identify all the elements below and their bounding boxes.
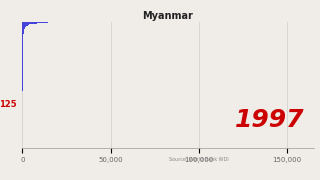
Bar: [22, 46, 23, 47]
Text: 125: 125: [0, 100, 17, 109]
Bar: [22, 29, 24, 30]
Bar: [22, 41, 23, 42]
Bar: [22, 42, 23, 43]
Bar: [22, 24, 29, 25]
Bar: [22, 43, 23, 44]
Bar: [22, 47, 23, 48]
Bar: [22, 38, 23, 39]
Text: Source: World Bank WDI: Source: World Bank WDI: [169, 157, 229, 162]
Bar: [22, 39, 23, 40]
Bar: [22, 34, 23, 35]
Bar: [22, 31, 24, 32]
Bar: [22, 26, 26, 27]
Bar: [22, 35, 23, 36]
Bar: [22, 48, 23, 49]
Bar: [22, 50, 23, 51]
Bar: [22, 33, 23, 34]
Bar: [22, 23, 37, 24]
Title: Myanmar: Myanmar: [143, 11, 193, 21]
Bar: [22, 45, 23, 46]
Bar: [22, 30, 24, 31]
Bar: [22, 44, 23, 45]
Bar: [22, 36, 23, 37]
Bar: [22, 25, 28, 26]
Bar: [22, 22, 48, 23]
Bar: [22, 32, 24, 33]
Bar: [22, 40, 23, 41]
Bar: [22, 28, 25, 29]
Bar: [22, 27, 26, 28]
Bar: [22, 37, 23, 38]
Bar: [22, 49, 23, 50]
Text: 1997: 1997: [236, 109, 305, 132]
